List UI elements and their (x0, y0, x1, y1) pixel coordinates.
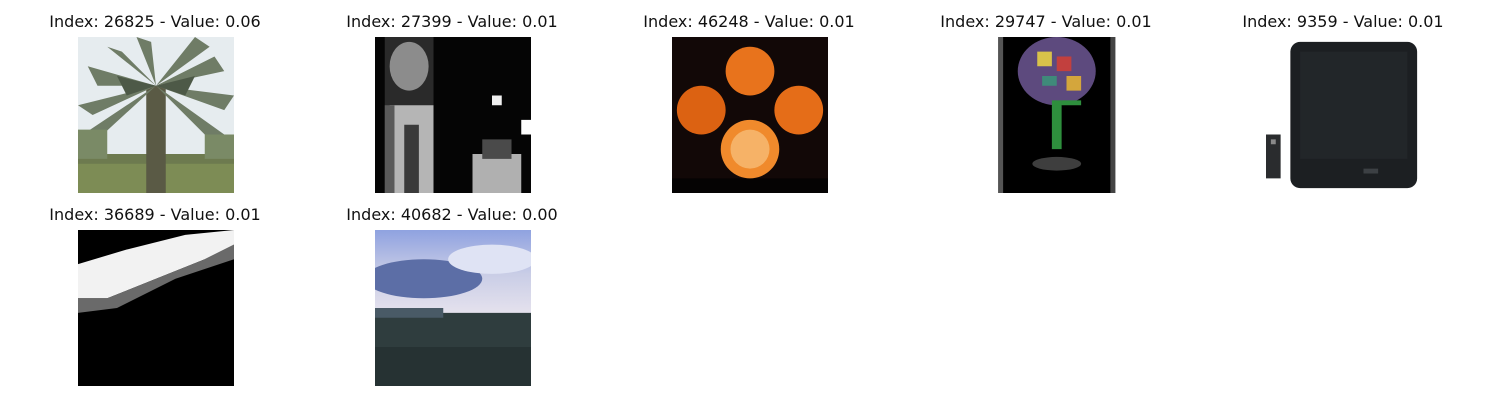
panel-title: Index: 9359 - Value: 0.01 (1242, 12, 1444, 31)
panel-title: Index: 29747 - Value: 0.01 (940, 12, 1152, 31)
sky-landscape-image (375, 230, 531, 386)
panel-3: Index: 46248 - Value: 0.01 (601, 0, 897, 193)
panel-1: Index: 26825 - Value: 0.06 (7, 0, 303, 193)
palm-tree-image (78, 37, 234, 193)
panel-7: Index: 40682 - Value: 0.00 (304, 193, 600, 386)
oranges-image (672, 37, 828, 193)
panel-title: Index: 40682 - Value: 0.00 (346, 205, 558, 224)
panel-title: Index: 46248 - Value: 0.01 (643, 12, 855, 31)
white-streak-image (78, 230, 234, 386)
panel-5: Index: 9359 - Value: 0.01 (1195, 0, 1491, 193)
panel-2: Index: 27399 - Value: 0.01 (304, 0, 600, 193)
glass-with-flowers-image (969, 37, 1125, 193)
panel-title: Index: 26825 - Value: 0.06 (49, 12, 261, 31)
grayscale-person-image (375, 37, 531, 193)
panel-title: Index: 36689 - Value: 0.01 (49, 205, 261, 224)
television-image (1266, 37, 1422, 193)
panel-6: Index: 36689 - Value: 0.01 (7, 193, 303, 386)
panel-4: Index: 29747 - Value: 0.01 (898, 0, 1194, 193)
panel-title: Index: 27399 - Value: 0.01 (346, 12, 558, 31)
